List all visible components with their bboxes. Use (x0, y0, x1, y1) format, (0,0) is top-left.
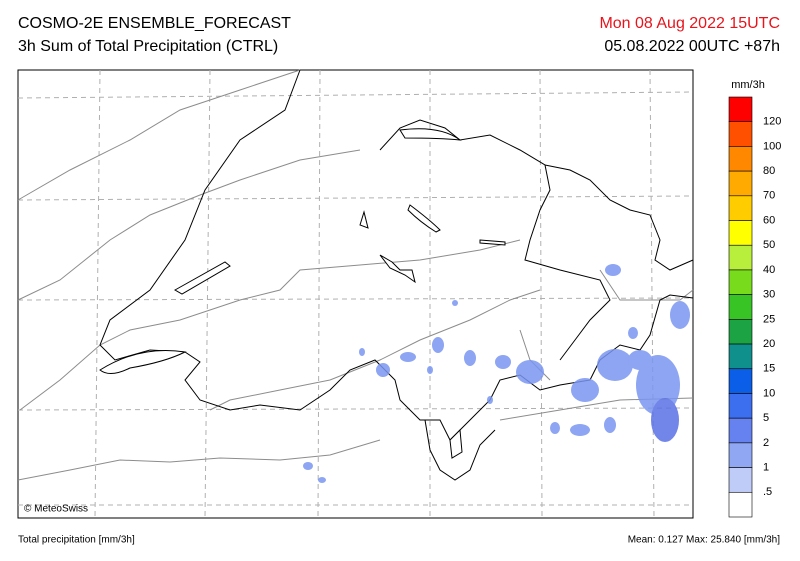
legend-swatch (728, 343, 753, 370)
legend-label: 5 (763, 412, 769, 424)
legend-swatch (728, 491, 753, 518)
legend-label: 1 (763, 461, 769, 473)
legend-swatch (728, 146, 753, 172)
legend-label: 25 (763, 313, 775, 325)
legend-label: 15 (763, 363, 775, 375)
footer-right: Mean: 0.127 Max: 25.840 [mm/3h] (628, 535, 781, 546)
legend-swatch (728, 467, 753, 493)
subtitle: 3h Sum of Total Precipitation (CTRL) (18, 38, 278, 55)
legend-label: 30 (763, 289, 775, 301)
legend-swatch (728, 393, 753, 419)
legend-label: 50 (763, 239, 775, 251)
legend-swatch (728, 269, 753, 295)
legend-swatch (728, 368, 753, 394)
legend: mm/3h 120 100 80 70 60 50 40 30 25 20 15 10 5 2 1 .5 (728, 79, 781, 518)
regions (17, 69, 694, 481)
run-time: 05.08.2022 00UTC +87h (604, 38, 780, 55)
legend-swatch (728, 170, 753, 197)
legend-label: 70 (763, 190, 775, 202)
legend-label: 40 (763, 264, 775, 276)
lakes (99, 128, 506, 459)
precipitation (303, 264, 690, 483)
country-border (99, 69, 694, 481)
legend-label: 20 (763, 338, 775, 350)
legend-swatch (728, 294, 753, 320)
legend-swatch (728, 442, 753, 468)
credit: © MeteoSwiss (24, 504, 88, 515)
legend-label: 10 (763, 387, 775, 399)
valid-time: Mon 08 Aug 2022 15UTC (599, 15, 780, 32)
legend-swatch (728, 220, 753, 246)
graticule (17, 69, 694, 519)
legend-label: 60 (763, 214, 775, 226)
legend-swatch (728, 417, 753, 444)
footer-left: Total precipitation [mm/3h] (18, 535, 135, 546)
legend-label: .5 (763, 486, 772, 498)
legend-swatch (728, 96, 753, 123)
title: COSMO-2E ENSEMBLE_FORECAST (18, 15, 291, 32)
map: © MeteoSwiss (17, 69, 694, 519)
legend-unit: mm/3h (731, 79, 765, 91)
legend-label: 80 (763, 165, 775, 177)
map-frame (17, 69, 694, 519)
legend-swatch (728, 244, 753, 271)
legend-label: 2 (763, 437, 769, 449)
legend-swatch (728, 319, 753, 345)
legend-label: 120 (763, 116, 781, 128)
legend-label: 100 (763, 140, 781, 152)
legend-swatch (728, 195, 753, 221)
legend-swatch (728, 121, 753, 147)
